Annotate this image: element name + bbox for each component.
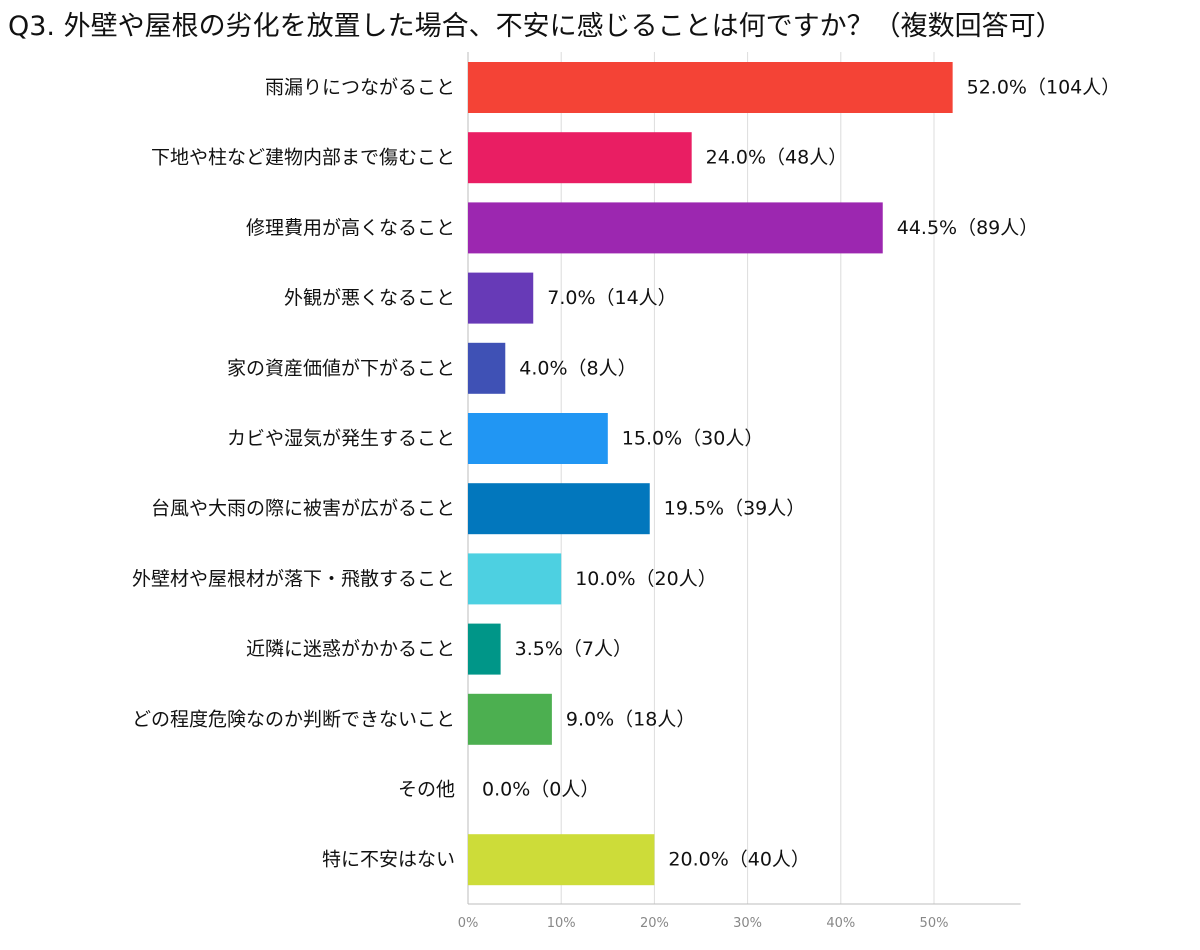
- data-label: 3.5%（7人）: [515, 638, 632, 660]
- bar: [468, 693, 552, 745]
- data-label: 19.5%（39人）: [664, 498, 806, 520]
- category-label: 家の資産価値が下がること: [227, 357, 455, 379]
- bar: [468, 623, 501, 675]
- bar: [468, 132, 692, 184]
- tick-label: 20%: [640, 916, 669, 931]
- grid-layer: [467, 52, 1021, 905]
- data-label: 20.0%（40人）: [668, 849, 810, 871]
- bar: [468, 342, 506, 394]
- tick-label: 10%: [547, 916, 576, 931]
- category-label: 台風や大雨の際に被害が広がること: [151, 498, 455, 520]
- data-label: 4.0%（8人）: [519, 357, 636, 379]
- category-label: 外観が悪くなること: [284, 287, 455, 309]
- tick-label: 50%: [920, 916, 949, 931]
- bar: [468, 834, 655, 886]
- category-label: どの程度危険なのか判断できないこと: [132, 708, 455, 730]
- bar: [468, 272, 534, 324]
- category-label: 特に不安はない: [322, 849, 455, 871]
- bar: [468, 553, 562, 605]
- data-label: 15.0%（30人）: [622, 428, 764, 450]
- category-label: カビや湿気が発生すること: [227, 428, 455, 450]
- category-label: その他: [398, 779, 455, 801]
- data-label: 7.0%（14人）: [547, 287, 676, 309]
- data-label: 52.0%（104人）: [967, 77, 1121, 99]
- label-layer: 雨漏りにつながること 52.0%（104人） 下地や柱など建物内部まで傷むこと 24.…: [132, 77, 1120, 871]
- category-label: 近隣に迷惑がかかること: [246, 638, 455, 660]
- bar-layer: [468, 62, 953, 886]
- tick-label: 0%: [458, 916, 479, 931]
- bar: [468, 62, 953, 113]
- tick-label: 40%: [826, 916, 855, 931]
- category-label: 修理費用が高くなること: [246, 217, 455, 239]
- tick-label: 30%: [733, 916, 762, 931]
- bar: [468, 413, 608, 464]
- category-label: 外壁材や屋根材が落下・飛散すること: [132, 568, 455, 590]
- data-label: 0.0%（0人）: [482, 779, 599, 801]
- data-label: 9.0%（18人）: [566, 708, 695, 730]
- category-label: 雨漏りにつながること: [265, 77, 455, 99]
- category-label: 下地や柱など建物内部まで傷むこと: [151, 147, 455, 169]
- data-label: 44.5%（89人）: [897, 217, 1039, 239]
- chart-title: Q3. 外壁や屋根の劣化を放置した場合、不安に感じることは何ですか？（複数回答可…: [8, 11, 1063, 42]
- data-label: 24.0%（48人）: [706, 147, 848, 169]
- bar: [468, 202, 883, 254]
- data-label: 10.0%（20人）: [575, 568, 717, 590]
- tick-layer: 0% 10% 20% 30% 40% 50%: [458, 916, 949, 931]
- bar: [468, 483, 650, 535]
